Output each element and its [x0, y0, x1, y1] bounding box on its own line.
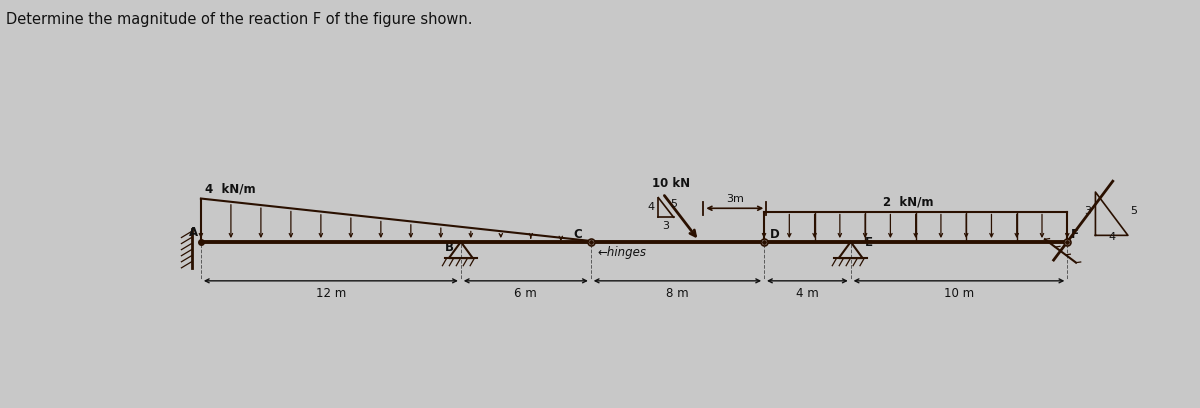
Text: 4: 4: [647, 202, 654, 213]
Text: 6 m: 6 m: [515, 287, 538, 300]
Text: 12 m: 12 m: [316, 287, 346, 300]
Text: 3: 3: [662, 222, 670, 231]
Text: 4: 4: [1108, 232, 1115, 242]
Text: A: A: [188, 226, 198, 239]
Text: 5: 5: [671, 199, 677, 209]
Text: C: C: [574, 228, 582, 241]
Text: F: F: [1070, 228, 1079, 241]
Text: 10 kN: 10 kN: [652, 177, 690, 190]
Text: 3m: 3m: [726, 194, 744, 204]
Text: Determine the magnitude of the reaction F of the figure shown.: Determine the magnitude of the reaction …: [6, 12, 473, 27]
Text: E: E: [865, 236, 872, 249]
Text: 2  kN/m: 2 kN/m: [883, 196, 934, 209]
Text: 8 m: 8 m: [666, 287, 689, 300]
Text: 4  kN/m: 4 kN/m: [205, 183, 256, 196]
Text: 4 m: 4 m: [796, 287, 818, 300]
Text: B: B: [445, 241, 455, 253]
Text: 5: 5: [1130, 206, 1138, 216]
Text: ←hinges: ←hinges: [598, 246, 647, 259]
Text: D: D: [769, 228, 779, 241]
Text: 10 m: 10 m: [944, 287, 974, 300]
Text: 3: 3: [1085, 206, 1091, 216]
